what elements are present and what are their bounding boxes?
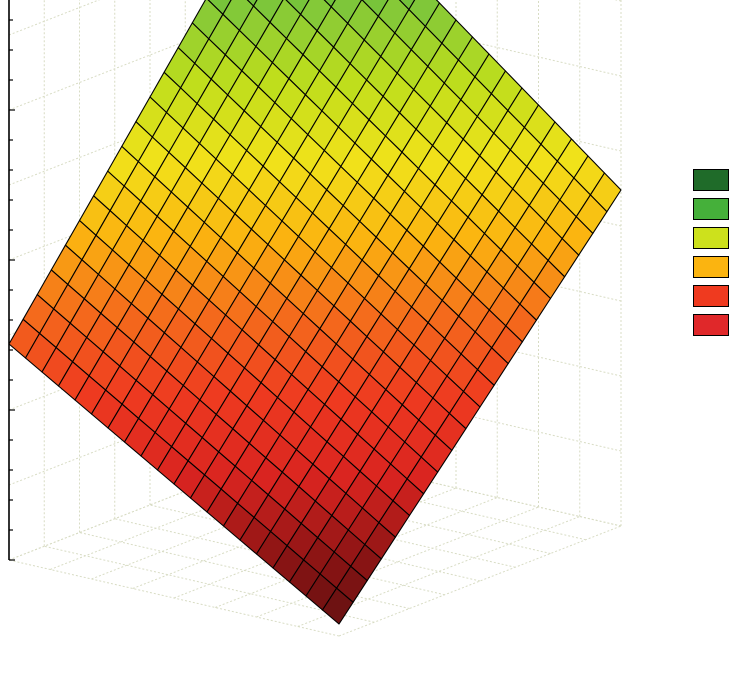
legend-swatch — [693, 256, 729, 278]
surface-cell — [323, 0, 336, 8]
grid-line — [255, 463, 586, 541]
grid-line — [256, 506, 539, 618]
grid-line — [338, 525, 622, 637]
legend-swatch — [693, 169, 729, 191]
surface-cell — [246, 0, 258, 7]
box-axes — [8, 0, 15, 561]
grid-line — [290, 449, 622, 527]
legend-swatch — [693, 314, 729, 336]
surface-cell — [398, 0, 416, 11]
legend-swatch — [693, 198, 729, 220]
legend-swatch — [693, 227, 729, 249]
surface-cell — [321, 587, 354, 625]
surface-mesh — [8, 0, 622, 625]
grid-line — [297, 516, 580, 627]
legend — [693, 169, 731, 343]
grid-line — [215, 497, 498, 608]
legend-swatch — [693, 285, 729, 307]
